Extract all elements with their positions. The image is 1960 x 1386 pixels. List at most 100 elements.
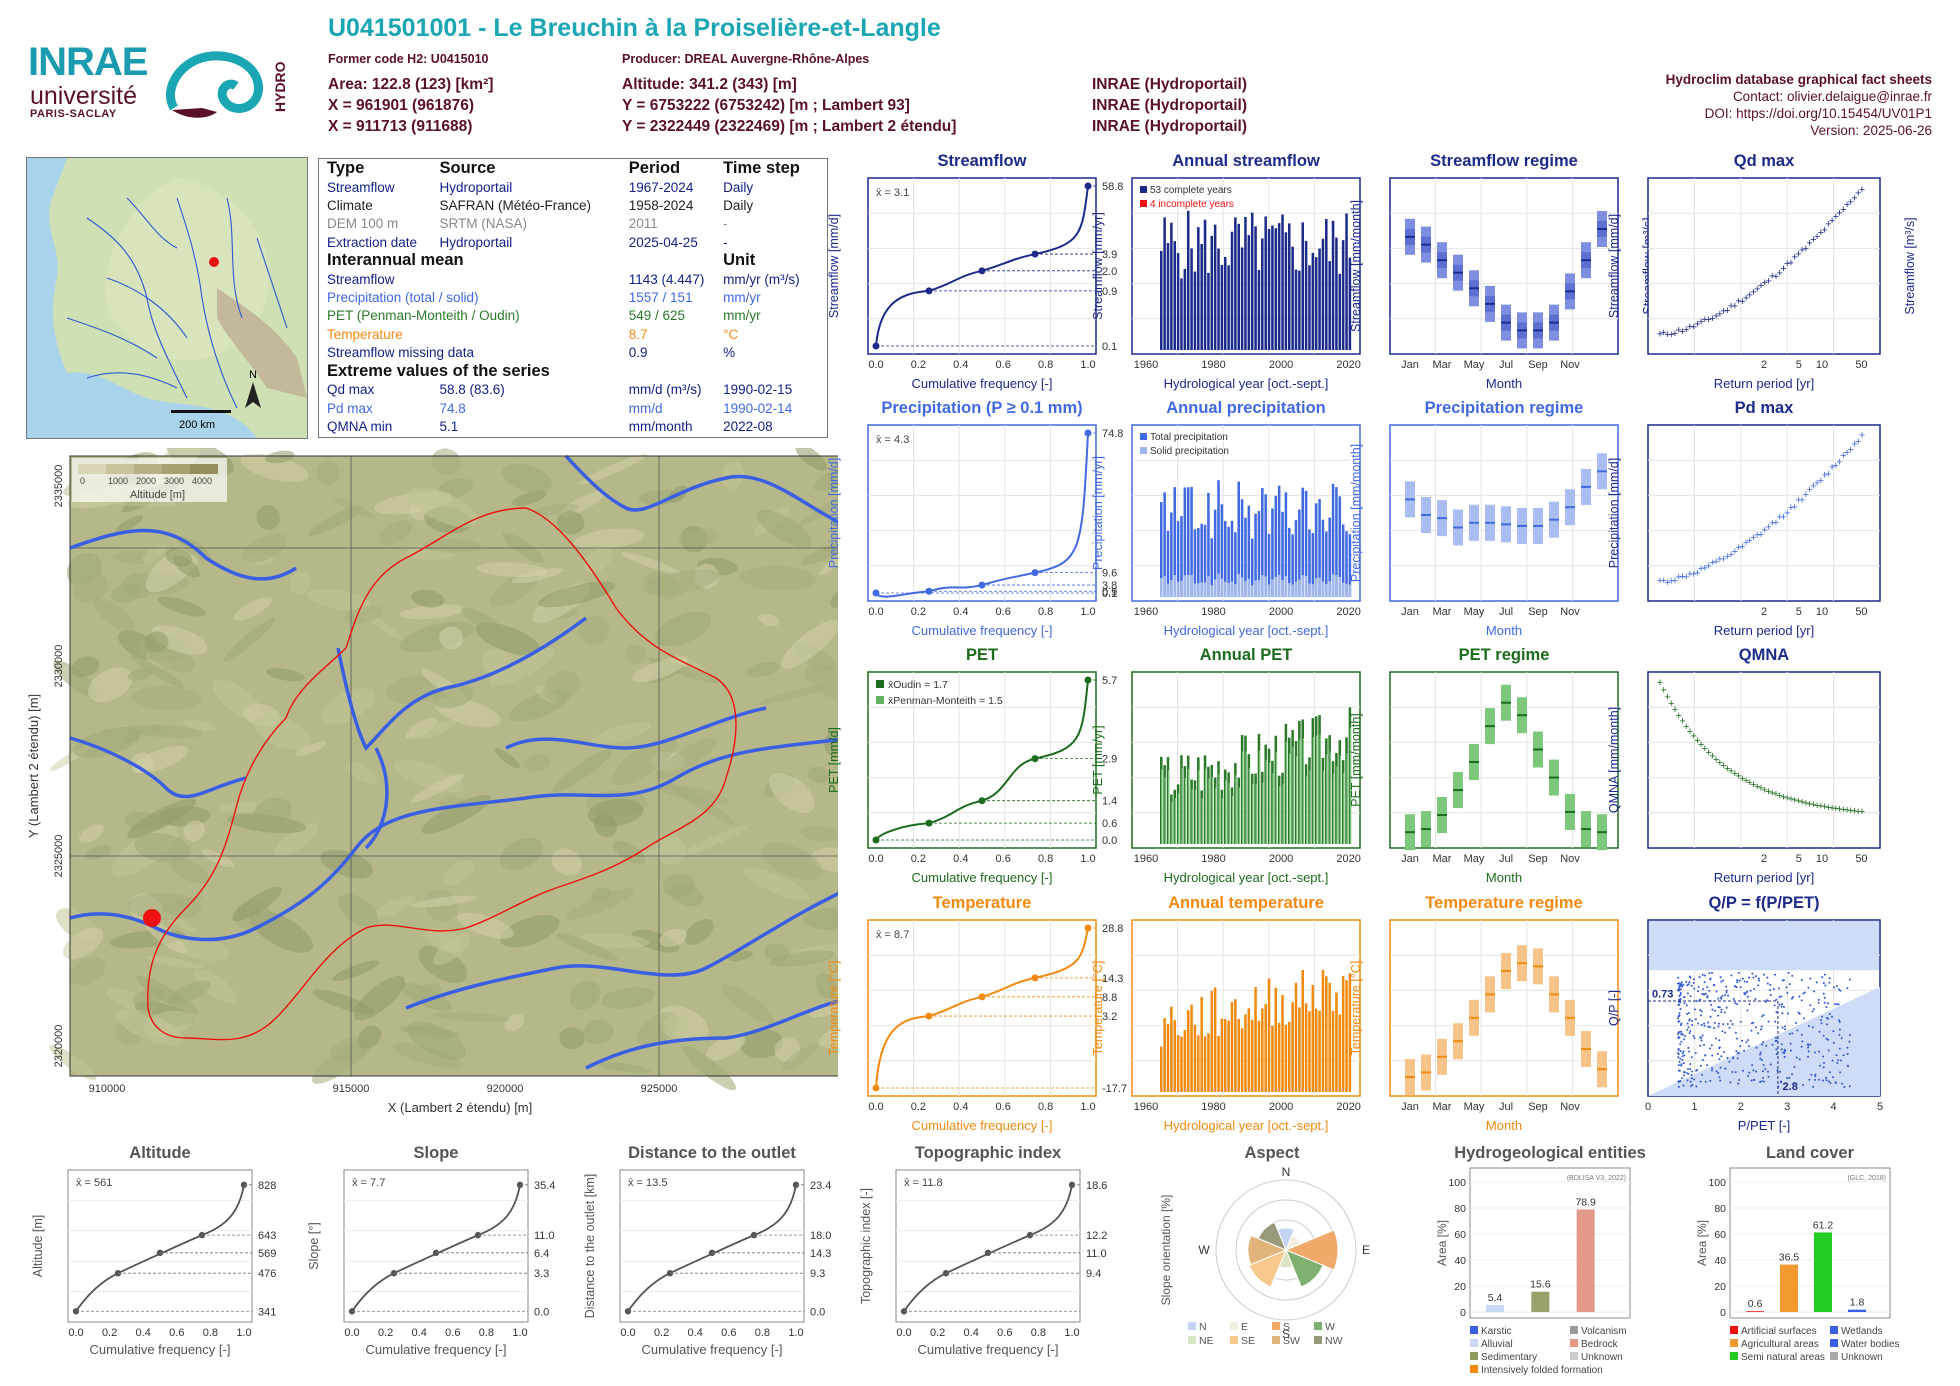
chart-title-qmna: QMNA (1738, 646, 1790, 664)
quantile-point (978, 993, 986, 1001)
terrain-patch (500, 837, 544, 870)
chart-title-distance: Distance to the outlet (628, 1144, 796, 1162)
qp-point (1686, 992, 1689, 995)
source-2: INRAE (Hydroportail) (1092, 97, 1247, 114)
qp-point (1787, 1012, 1790, 1015)
qp-point (1741, 977, 1744, 980)
qp-point (1832, 1076, 1835, 1079)
qp-point (1790, 997, 1793, 1000)
terrain-patch (73, 572, 109, 604)
qp-point (1788, 1076, 1791, 1079)
year-bar (1217, 480, 1220, 597)
qp-point (1722, 1023, 1725, 1026)
terrain-patch (170, 858, 209, 884)
plot-marker: + (1675, 325, 1681, 337)
pm-bar (1316, 735, 1318, 844)
x-tick-label: 1.0 (236, 1327, 251, 1339)
qp-point (1801, 1040, 1804, 1043)
x-tick-label: 1980 (1201, 359, 1225, 371)
qp-point (1802, 1017, 1805, 1020)
terrain-patch (62, 927, 104, 960)
chart-title-qd_max: Qd max (1733, 152, 1795, 170)
year-bar (1227, 1020, 1230, 1092)
plot-marker: + (1754, 283, 1760, 295)
y-tick-label: 2325000 (53, 835, 65, 878)
terrain-patch (422, 538, 481, 553)
terrain-patch (126, 798, 197, 839)
year-bar (1277, 223, 1281, 350)
x-tick-label: 0.2 (654, 1327, 669, 1339)
qp-point (1690, 1077, 1693, 1080)
x-tick-label: 0.4 (953, 1101, 968, 1113)
x-tick-label: 1980 (1201, 1101, 1225, 1113)
qp-point (1720, 1011, 1723, 1014)
qp-point (1822, 982, 1825, 985)
x-tick-label: 5 (1877, 1101, 1883, 1113)
x-tick-label: 915000 (333, 1083, 370, 1095)
qp-point (1690, 1074, 1693, 1077)
right-tick-label: 0.1 (1102, 588, 1117, 600)
qp-point (1699, 1014, 1702, 1017)
right-tick-label: 0.6 (1102, 818, 1117, 830)
plot-marker: + (1747, 777, 1753, 789)
quantile-point (1084, 182, 1092, 190)
year-bar (1190, 486, 1193, 597)
qp-point (1767, 1075, 1770, 1078)
plot-marker: + (1664, 577, 1670, 589)
terrain-patch (538, 581, 616, 608)
plot-marker: + (1836, 208, 1842, 220)
y-axis-label: Streamflow [mm/d] (1607, 214, 1621, 318)
year-bar (1328, 982, 1331, 1092)
qp-point (1720, 1055, 1723, 1058)
legend-label: Solid precipitation (1150, 446, 1229, 457)
doi-link[interactable]: DOI: https://doi.org/10.15454/UV01P1 (1704, 106, 1932, 121)
qp-point (1718, 1022, 1721, 1025)
qp-point (1783, 1051, 1786, 1054)
qp-point (1810, 1073, 1813, 1076)
qp-point (1754, 975, 1757, 978)
x-tick-label: Jan (1401, 606, 1419, 618)
qp-point (1706, 996, 1709, 999)
qp-point (1763, 973, 1766, 976)
qp-point (1677, 1017, 1680, 1020)
solid-precip-bar (1197, 583, 1200, 597)
qp-point (1743, 1049, 1746, 1052)
contact[interactable]: Contact: olivier.delaigue@inrae.fr (1732, 89, 1932, 104)
y-axis-label: Precipitation [mm/month] (1349, 444, 1363, 582)
plot-marker: + (1818, 227, 1824, 239)
pm-bar (1349, 727, 1352, 844)
terrain-patch (559, 1027, 585, 1050)
river-line (564, 454, 851, 530)
pm-bar (1292, 747, 1294, 844)
x-axis-label: Hydrological year [oct.-sept.] (1164, 1118, 1329, 1133)
qp-point (1688, 1012, 1691, 1015)
legend-label: Bedrock (1581, 1339, 1619, 1350)
legend-swatch (1188, 1336, 1196, 1344)
qp-point (1760, 1059, 1763, 1062)
right-tick-label: 0.9 (1102, 286, 1117, 298)
qp-point (1775, 1011, 1778, 1014)
qp-point (1739, 1045, 1742, 1048)
year-bar (1257, 1020, 1261, 1092)
qp-point (1745, 1041, 1748, 1044)
year-bar (1217, 248, 1220, 350)
plot-marker: + (1657, 677, 1663, 689)
right-tick-label: 2.9 (1102, 754, 1117, 766)
qp-point (1713, 1021, 1716, 1024)
qp-point (1701, 992, 1704, 995)
solid-precip-bar (1247, 578, 1251, 597)
qp-point (1809, 1004, 1812, 1007)
qp-point (1757, 1032, 1760, 1035)
terrain-patch (265, 450, 295, 464)
plot-marker: + (1821, 801, 1827, 813)
plot-marker: + (1735, 771, 1741, 783)
chart-pd_max: Return period [yr]Precipitation [mm/d]++… (1607, 424, 1881, 638)
plot-marker: + (1844, 447, 1850, 459)
plot-marker: + (1765, 276, 1771, 288)
qp-point (1711, 971, 1714, 974)
plot-marker: + (1806, 798, 1812, 810)
pm-bar (1248, 767, 1251, 844)
pm-bar (1312, 736, 1315, 844)
qp-point (1775, 1048, 1778, 1051)
quantile-point (1031, 569, 1039, 577)
